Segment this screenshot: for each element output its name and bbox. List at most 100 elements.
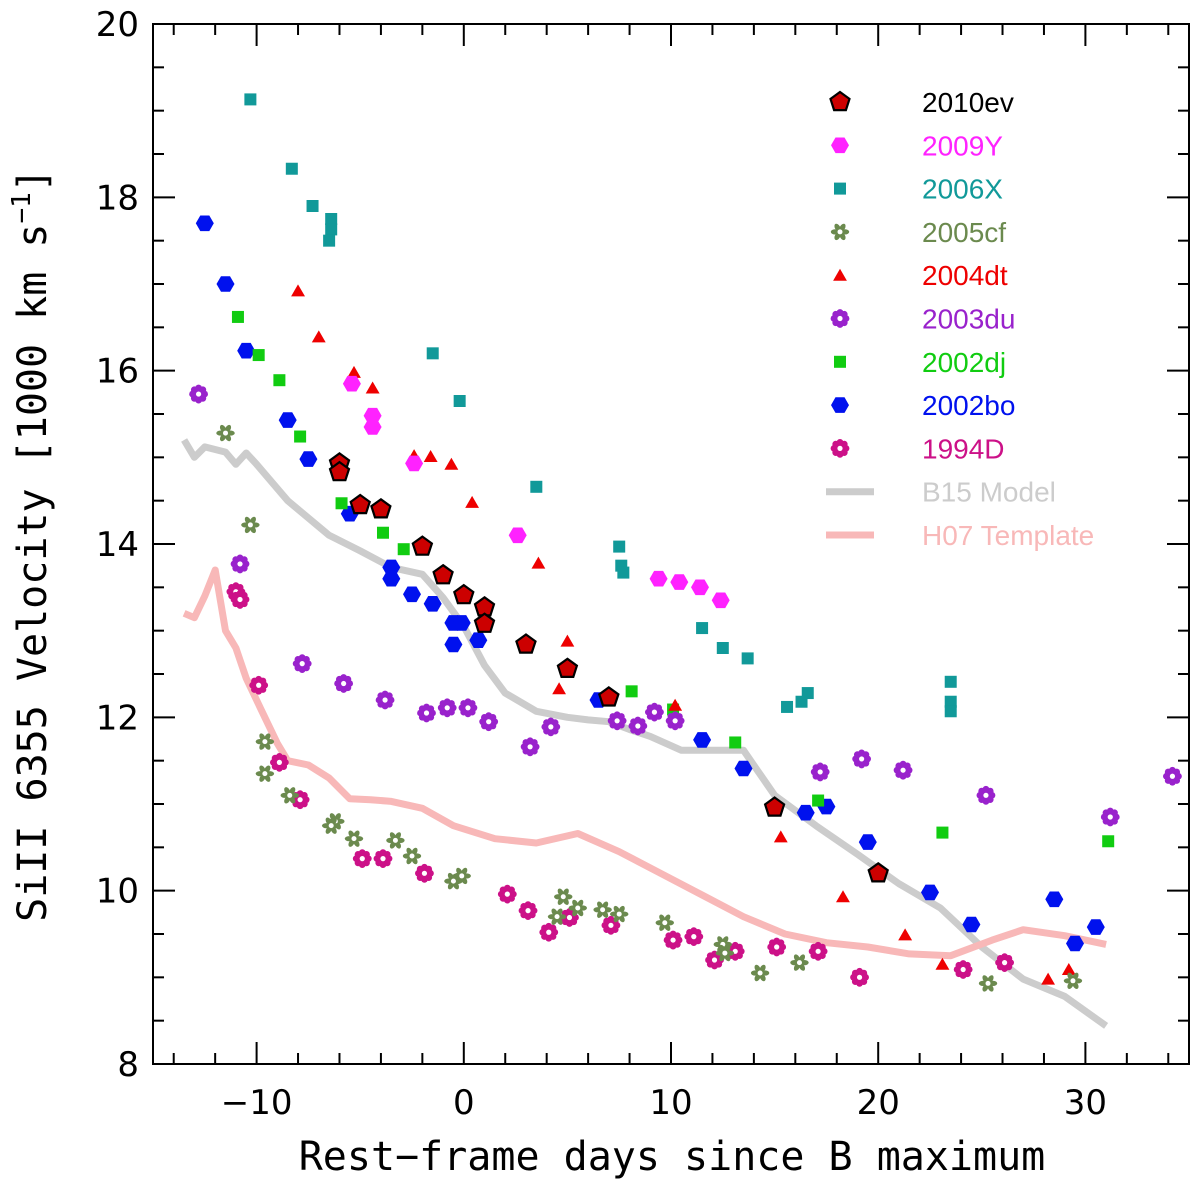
point-2002bo-3 [278, 412, 297, 428]
legend-marker-2010ev [829, 90, 851, 112]
point-2002bo-17 [796, 804, 815, 821]
point-2006x-5 [323, 234, 336, 247]
point-2010ev-11 [598, 686, 620, 707]
point-2003du-13 [645, 702, 664, 722]
point-2004dt-15 [935, 957, 950, 970]
point-2003du-8 [479, 712, 499, 732]
point-2002dj-12 [1102, 835, 1115, 848]
point-2010ev-9 [515, 633, 537, 654]
point-2004dt-1 [311, 330, 326, 343]
point-2006x-1 [285, 162, 298, 175]
point-2009y-5 [649, 570, 668, 587]
point-2005cf-22 [978, 975, 998, 992]
point-2003du-15 [810, 762, 830, 782]
point-2002bo-21 [962, 916, 981, 933]
point-1994d-12 [601, 915, 621, 935]
point-2002bo-16 [734, 760, 753, 777]
point-2005cf-21 [790, 954, 809, 971]
y-tick-label: 10 [96, 872, 139, 912]
point-2005cf-20 [750, 964, 770, 982]
y-axis-label: SiII 6355 Velocity [1000 km s−1] [7, 168, 56, 922]
legend-label-2009y: 2009Y [922, 130, 1003, 161]
point-2006x-6 [426, 347, 439, 360]
x-tick-label: 10 [649, 1083, 692, 1123]
point-2003du-4 [375, 690, 395, 710]
axis-ticks: −10 0 10 20 30 8 10 12 14 16 18 20 [96, 5, 1189, 1123]
x-tick-label: 20 [857, 1083, 900, 1123]
x-tick-label: −10 [221, 1083, 293, 1123]
y-tick-label: 20 [96, 5, 139, 45]
legend-marker-2004dt [833, 268, 847, 281]
point-1994d-8 [497, 884, 517, 904]
point-2003du-11 [607, 711, 627, 731]
legend-marker-2006x [834, 182, 846, 195]
point-2009y-3 [405, 455, 424, 472]
point-2009y-7 [691, 579, 709, 596]
point-2006x-8 [530, 480, 543, 493]
y-axis-label-main: SiII 6355 Velocity [1000 km s [10, 224, 56, 922]
line-h07-template [182, 566, 1107, 960]
point-2003du-9 [520, 737, 540, 757]
point-2002dj-3 [294, 430, 307, 443]
y-tick-label: 16 [96, 352, 139, 392]
point-1994d-18 [808, 941, 828, 961]
point-2002bo-22 [1045, 891, 1064, 908]
point-2002bo-23 [1066, 935, 1084, 952]
legend-marker-2002bo [831, 397, 849, 413]
point-2006x-4 [325, 223, 338, 236]
point-2004dt-9 [560, 634, 575, 647]
point-2010ev-12 [763, 796, 786, 817]
point-2010ev-6 [453, 583, 475, 605]
point-2010ev-3 [370, 497, 392, 519]
point-1994d-21 [995, 953, 1014, 972]
point-2010ev-10 [556, 657, 579, 679]
point-2005cf-9 [402, 847, 422, 865]
point-2005cf-0 [216, 424, 235, 442]
legend-marker-1994d [830, 439, 850, 458]
point-2010ev-8 [473, 612, 496, 633]
point-2002bo-8 [403, 586, 421, 603]
point-2010ev-4 [411, 535, 434, 556]
y-tick-label: 12 [96, 698, 139, 738]
point-2004dt-13 [836, 890, 850, 903]
point-1994d-5 [352, 849, 372, 868]
point-2002dj-10 [812, 794, 825, 807]
y-tick-label: 8 [117, 1045, 139, 1085]
point-2003du-0 [189, 384, 208, 404]
point-2003du-20 [1163, 766, 1182, 786]
point-1994d-7 [415, 863, 434, 883]
y-axis-label-close: ] [10, 168, 56, 192]
x-tick-label: 0 [453, 1083, 475, 1123]
point-2006x-13 [716, 642, 729, 654]
point-2005cf-14 [568, 899, 587, 917]
point-2004dt-10 [552, 682, 566, 695]
legend-marker-2009y [831, 137, 849, 154]
point-2004dt-14 [898, 928, 913, 941]
point-2009y-0 [342, 375, 361, 392]
point-2006x-3 [325, 213, 338, 225]
point-2006x-9 [613, 540, 626, 553]
point-2003du-16 [852, 749, 872, 769]
point-2002bo-0 [195, 215, 214, 232]
point-2002bo-12 [444, 636, 463, 653]
legend-label-2005cf: 2005cf [922, 217, 1006, 248]
point-2006x-14 [741, 652, 754, 665]
point-2009y-6 [670, 574, 689, 590]
point-2004dt-0 [291, 284, 305, 297]
legend-label-2004dt: 2004dt [922, 260, 1008, 291]
point-2003du-10 [541, 717, 561, 737]
point-2004dt-8 [531, 556, 546, 569]
point-2002dj-2 [273, 374, 286, 387]
legend-label-2002dj: 2002dj [922, 347, 1006, 378]
point-2002dj-0 [231, 310, 244, 323]
point-2005cf-17 [655, 914, 674, 931]
legend-label-2003du: 2003du [922, 304, 1015, 335]
point-2002bo-2 [237, 342, 256, 359]
point-1994d-17 [767, 937, 787, 957]
point-2003du-6 [437, 698, 457, 718]
point-2003du-18 [976, 785, 996, 805]
point-2005cf-12 [547, 908, 567, 925]
point-2005cf-13 [554, 888, 573, 905]
point-2003du-14 [665, 711, 685, 731]
